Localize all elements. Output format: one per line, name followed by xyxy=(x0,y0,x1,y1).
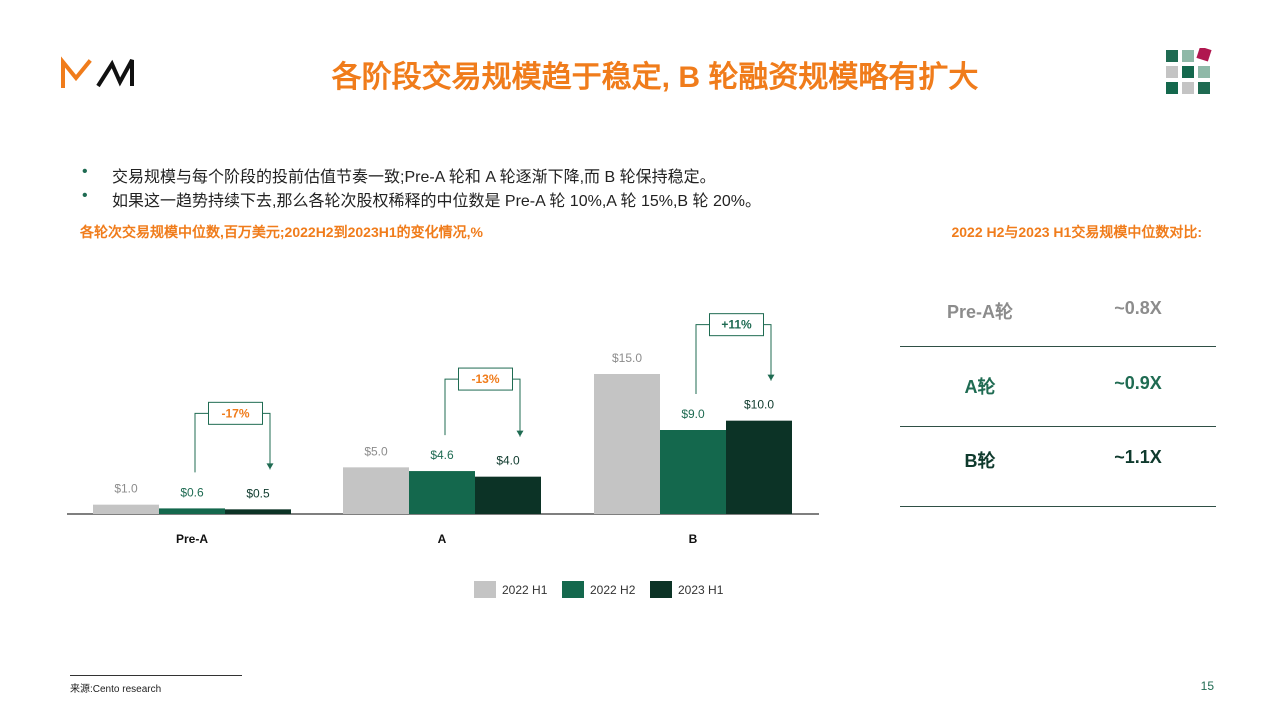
change-bracket-left xyxy=(194,412,209,473)
change-bracket-right xyxy=(763,324,772,381)
bar-value-label: $0.6 xyxy=(180,485,204,499)
change-percent-label: -13% xyxy=(471,372,499,386)
source-divider xyxy=(70,675,242,676)
row-divider xyxy=(900,346,1216,347)
bar xyxy=(660,430,726,514)
comparison-round-label: A轮 xyxy=(964,377,996,397)
comparison-round-label: Pre-A轮 xyxy=(946,302,1013,322)
chart-title: 各轮次交易规模中位数,百万美元;2022H2到2023H1的变化情况,% xyxy=(80,224,483,240)
bullet-dot: • xyxy=(82,163,88,180)
change-box xyxy=(208,401,263,425)
bar xyxy=(594,374,660,514)
change-percent-label: +11% xyxy=(721,318,752,332)
bullet-text: 交易规模与每个阶段的投前估值节奏一致;Pre-A 轮和 A 轮逐渐下降,而 B … xyxy=(112,169,716,186)
bar xyxy=(225,509,291,514)
bar-value-label: $4.0 xyxy=(496,454,520,468)
bar-value-label: $4.6 xyxy=(430,448,454,462)
change-box xyxy=(458,367,513,391)
row-divider xyxy=(900,426,1216,427)
bar xyxy=(475,476,541,514)
change-bracket-left xyxy=(695,324,710,394)
category-label: Pre-A xyxy=(176,532,208,546)
change-bracket-right xyxy=(262,412,271,470)
bar xyxy=(159,508,225,514)
tile-grid-icon xyxy=(1166,48,1212,94)
bar-value-label: $9.0 xyxy=(681,407,705,421)
bullet-dot: • xyxy=(82,187,88,204)
legend-label: 2022 H1 xyxy=(502,583,548,597)
comparison-ratio-value: ~0.9X xyxy=(1114,373,1162,393)
page-number: 15 xyxy=(1200,679,1214,693)
bar xyxy=(726,420,792,514)
bar-value-label: $0.5 xyxy=(246,486,270,500)
bar xyxy=(93,504,159,514)
change-box xyxy=(709,313,764,337)
row-divider xyxy=(900,506,1216,507)
source-note: 来源:Cento research xyxy=(70,684,162,695)
comparison-round-label: B轮 xyxy=(964,451,996,471)
legend-label: 2022 H2 xyxy=(590,583,636,597)
arrow-head-icon xyxy=(266,463,274,470)
change-bracket-left xyxy=(444,378,459,436)
arrow-head-icon xyxy=(767,374,775,381)
legend-swatch xyxy=(474,581,496,598)
bar-value-label: $10.0 xyxy=(744,398,774,412)
mw-logo xyxy=(61,56,134,88)
arrow-head-icon xyxy=(516,430,524,437)
page-title: 各阶段交易规模趋于稳定, B 轮融资规模略有扩大 xyxy=(331,61,979,94)
bar-value-label: $15.0 xyxy=(612,351,642,365)
bar-value-label: $5.0 xyxy=(364,444,388,458)
bar xyxy=(409,471,475,514)
category-label: A xyxy=(438,532,447,546)
comparison-ratio-value: ~0.8X xyxy=(1114,298,1162,318)
legend-swatch xyxy=(562,581,584,598)
legend-swatch xyxy=(650,581,672,598)
legend-label: 2023 H1 xyxy=(678,583,724,597)
comparison-ratio-value: ~1.1X xyxy=(1114,447,1162,467)
bullet-text: 如果这一趋势持续下去,那么各轮次股权稀释的中位数是 Pre-A 轮 10%,A … xyxy=(112,193,762,210)
comparison-title: 2022 H2与2023 H1交易规模中位数对比: xyxy=(951,224,1202,240)
bar xyxy=(343,467,409,514)
change-percent-label: -17% xyxy=(221,406,249,420)
category-label: B xyxy=(689,532,698,546)
bar-value-label: $1.0 xyxy=(114,482,138,496)
change-bracket-right xyxy=(512,378,521,437)
